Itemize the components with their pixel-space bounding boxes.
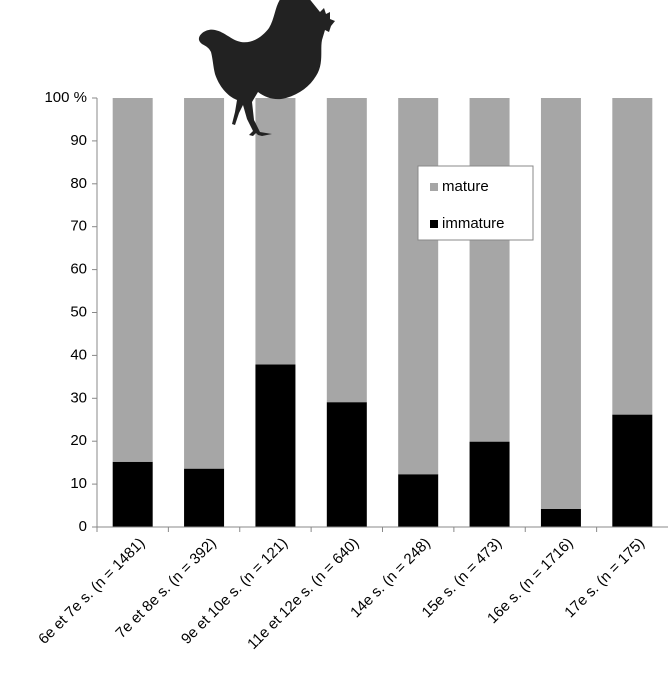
bar-segment bbox=[398, 474, 439, 527]
legend-swatch bbox=[430, 183, 438, 191]
bar-segment bbox=[326, 98, 367, 403]
y-tick-label: 90 bbox=[70, 132, 87, 149]
y-tick-label: 0 bbox=[79, 518, 87, 535]
bar-segment bbox=[112, 98, 153, 462]
bar-segment bbox=[612, 98, 653, 415]
bar-segment bbox=[326, 402, 367, 527]
bar-segment bbox=[255, 364, 296, 527]
bar-segment bbox=[540, 98, 581, 509]
y-tick-label: 60 bbox=[70, 261, 87, 278]
hen-silhouette bbox=[198, 0, 335, 136]
plot-area bbox=[112, 98, 653, 527]
y-tick-label: 50 bbox=[70, 303, 87, 320]
legend: mature immature bbox=[417, 165, 534, 241]
bar-segment bbox=[469, 441, 510, 527]
y-tick-label: 10 bbox=[70, 475, 87, 492]
y-tick-label: 100 % bbox=[44, 89, 87, 106]
bar-segment bbox=[112, 461, 153, 527]
bar-segment bbox=[255, 98, 296, 365]
legend-label: immature bbox=[442, 215, 505, 232]
bar-segment bbox=[184, 468, 225, 527]
bar-segment bbox=[540, 508, 581, 527]
y-tick-label: 80 bbox=[70, 175, 87, 192]
y-tick-label: 70 bbox=[70, 218, 87, 235]
bar-segment bbox=[612, 414, 653, 527]
y-tick-label: 20 bbox=[70, 432, 87, 449]
legend-label: mature bbox=[442, 178, 489, 195]
bar-segment bbox=[398, 98, 439, 475]
y-tick-label: 30 bbox=[70, 389, 87, 406]
bar-segment bbox=[184, 98, 225, 469]
legend-swatch bbox=[430, 220, 438, 228]
y-tick-label: 40 bbox=[70, 346, 87, 363]
bar-segment bbox=[469, 98, 510, 442]
